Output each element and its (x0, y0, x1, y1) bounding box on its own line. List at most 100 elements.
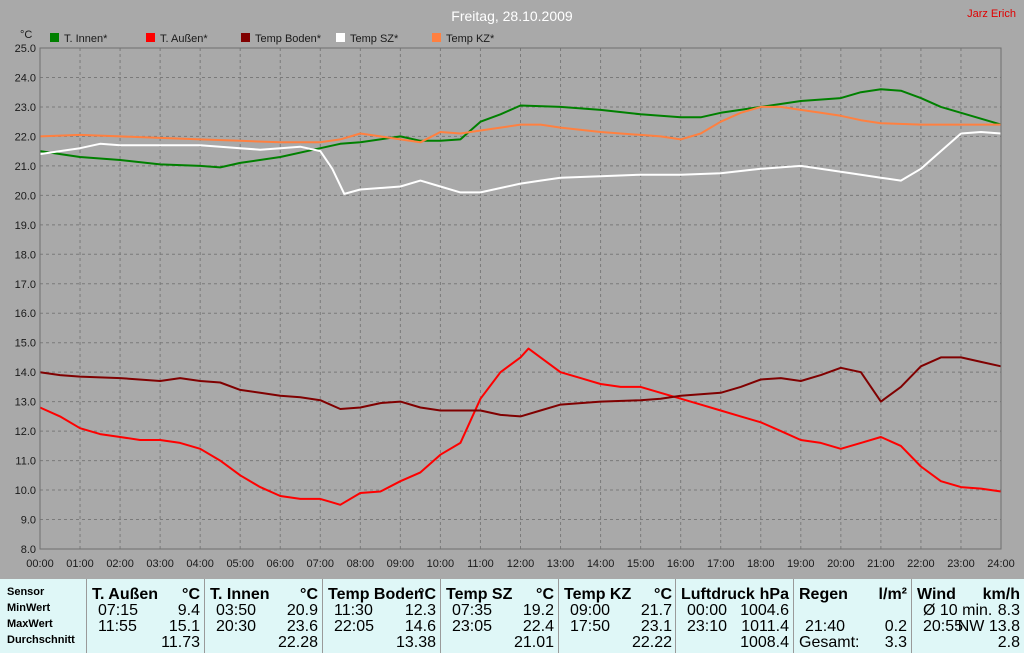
stats-col-header: Temp SZ (446, 586, 513, 603)
legend-label: T. Außen* (160, 33, 208, 45)
stats-avg-value: 22.28 (277, 634, 318, 651)
legend-swatch (241, 33, 250, 42)
stats-avg-value: 22.22 (631, 634, 672, 651)
column-separator (675, 579, 676, 653)
series-line (39, 356, 1002, 418)
y-tick-label: 15.0 (15, 338, 36, 350)
legend: T. Innen* T. Außen* Temp Boden* Temp SZ* Tem… (50, 33, 495, 45)
stats-min-time: 00:00 (687, 602, 728, 619)
legend-label: Temp KZ* (446, 33, 495, 45)
column-separator (440, 579, 441, 653)
x-tick-label: 22:00 (907, 558, 935, 570)
stats-col-header: Temp KZ (564, 586, 632, 603)
x-tick-label: 23:00 (947, 558, 975, 570)
stats-col-unit: hPa (759, 586, 789, 603)
y-tick-label: 25.0 (15, 43, 36, 55)
plot-frame (39, 47, 1002, 550)
x-tick-label: 00:00 (26, 558, 54, 570)
x-tick-label: 24:00 (987, 558, 1015, 570)
x-tick-label: 21:00 (867, 558, 895, 570)
stats-min-time: 09:00 (570, 602, 611, 619)
legend-label: T. Innen* (64, 33, 108, 45)
y-tick-label: 9.0 (21, 515, 36, 527)
y-tick-label: 10.0 (15, 485, 36, 497)
stats-col-unit: °C (654, 586, 672, 603)
y-axis-unit: °C (20, 29, 32, 41)
stats-max-value: 14.6 (404, 618, 436, 635)
stats-col-unit: °C (536, 586, 554, 603)
stats-avg-value: 13.38 (395, 634, 436, 651)
y-tick-label: 20.0 (15, 190, 36, 202)
x-tick-label: 07:00 (307, 558, 335, 570)
column-separator (558, 579, 559, 653)
column-separator (204, 579, 205, 653)
y-tick-label: 12.0 (15, 426, 36, 438)
column-separator (322, 579, 323, 653)
x-tick-label: 14:00 (587, 558, 615, 570)
x-tick-label: 13:00 (547, 558, 575, 570)
y-tick-label: 13.0 (15, 397, 36, 409)
stats-table: Sensor MinWert MaxWert Durchschnitt T. A… (0, 579, 1024, 653)
stats-min-value: 20.9 (286, 602, 318, 619)
series-group (39, 88, 1002, 506)
stats-avg-value: 2.8 (997, 634, 1020, 651)
stats-col-unit: l/m² (878, 586, 907, 603)
stats-min-time: 11:30 (334, 602, 373, 619)
legend-swatch (50, 33, 59, 42)
chart: Freitag, 28.10.2009 Jarz Erich °C T. Inn… (15, 8, 1016, 570)
stats-col-header: T. Innen (210, 586, 270, 603)
stats-max-value: 1011.4 (741, 618, 789, 635)
stats-max-time: 20:30 (216, 618, 257, 635)
stats-max-value: 23.6 (286, 618, 318, 635)
x-tick-label: 11:00 (467, 558, 494, 570)
column-separator (86, 579, 87, 653)
y-ticks: 8.0 9.0 10.0 11.0 12.0 13.0 14.0 15.0 16.0 17.0 18… (15, 43, 36, 556)
y-tick-label: 23.0 (15, 102, 36, 114)
stats-max-value: NW 13.8 (957, 618, 1020, 635)
y-tick-label: 21.0 (15, 161, 36, 173)
x-tick-label: 10:00 (427, 558, 455, 570)
stats-col-unit: °C (182, 586, 200, 603)
stats-min-time: 07:35 (452, 602, 493, 619)
stats-min-value: 19.2 (522, 602, 554, 619)
stats-col-unit: °C (418, 586, 436, 603)
stats-min-time: 03:50 (216, 602, 257, 619)
stats-col-header: T. Außen (92, 586, 159, 603)
chart-title: Freitag, 28.10.2009 (451, 8, 573, 24)
stats-col-header: Wind (917, 586, 956, 603)
stats-min-time: Ø 10 min. (923, 602, 993, 619)
series-line (39, 105, 1001, 144)
y-tick-label: 14.0 (15, 367, 36, 379)
y-tick-label: 11.0 (15, 456, 36, 468)
x-tick-label: 12:00 (507, 558, 535, 570)
series-line (39, 131, 1002, 195)
x-tick-label: 04:00 (186, 558, 214, 570)
stats-max-time: 11:55 (98, 618, 137, 635)
legend-swatch (146, 33, 155, 42)
stats-row-label: MaxWert (7, 618, 53, 630)
stats-max-value: 23.1 (640, 618, 672, 635)
x-tick-label: 16:00 (667, 558, 695, 570)
stats-max-time: 23:05 (452, 618, 493, 635)
y-tick-label: 8.0 (21, 544, 36, 556)
stats-avg-label: Gesamt: (799, 634, 860, 651)
x-tick-label: 17:00 (707, 558, 735, 570)
grid (39, 47, 1002, 550)
chart-svg: Freitag, 28.10.2009 Jarz Erich °C T. Inn… (15, 8, 1016, 570)
stats-sensor-header: Sensor (7, 586, 45, 598)
legend-label: Temp SZ* (350, 33, 399, 45)
legend-swatch (432, 33, 441, 42)
y-tick-label: 24.0 (15, 72, 36, 84)
stats-col-header: Luftdruck (681, 586, 755, 603)
y-tick-label: 22.0 (15, 131, 36, 143)
stats-max-time: 23:10 (687, 618, 728, 635)
stats-max-time: 20:55 (923, 618, 964, 635)
stats-max-time: 22:05 (334, 618, 375, 635)
stats-min-time: 07:15 (98, 602, 139, 619)
y-tick-label: 18.0 (15, 249, 36, 261)
stats-min-value: 21.7 (640, 602, 672, 619)
x-tick-label: 02:00 (106, 558, 134, 570)
x-tick-label: 03:00 (146, 558, 174, 570)
x-tick-label: 09:00 (387, 558, 415, 570)
y-tick-label: 19.0 (15, 220, 36, 232)
